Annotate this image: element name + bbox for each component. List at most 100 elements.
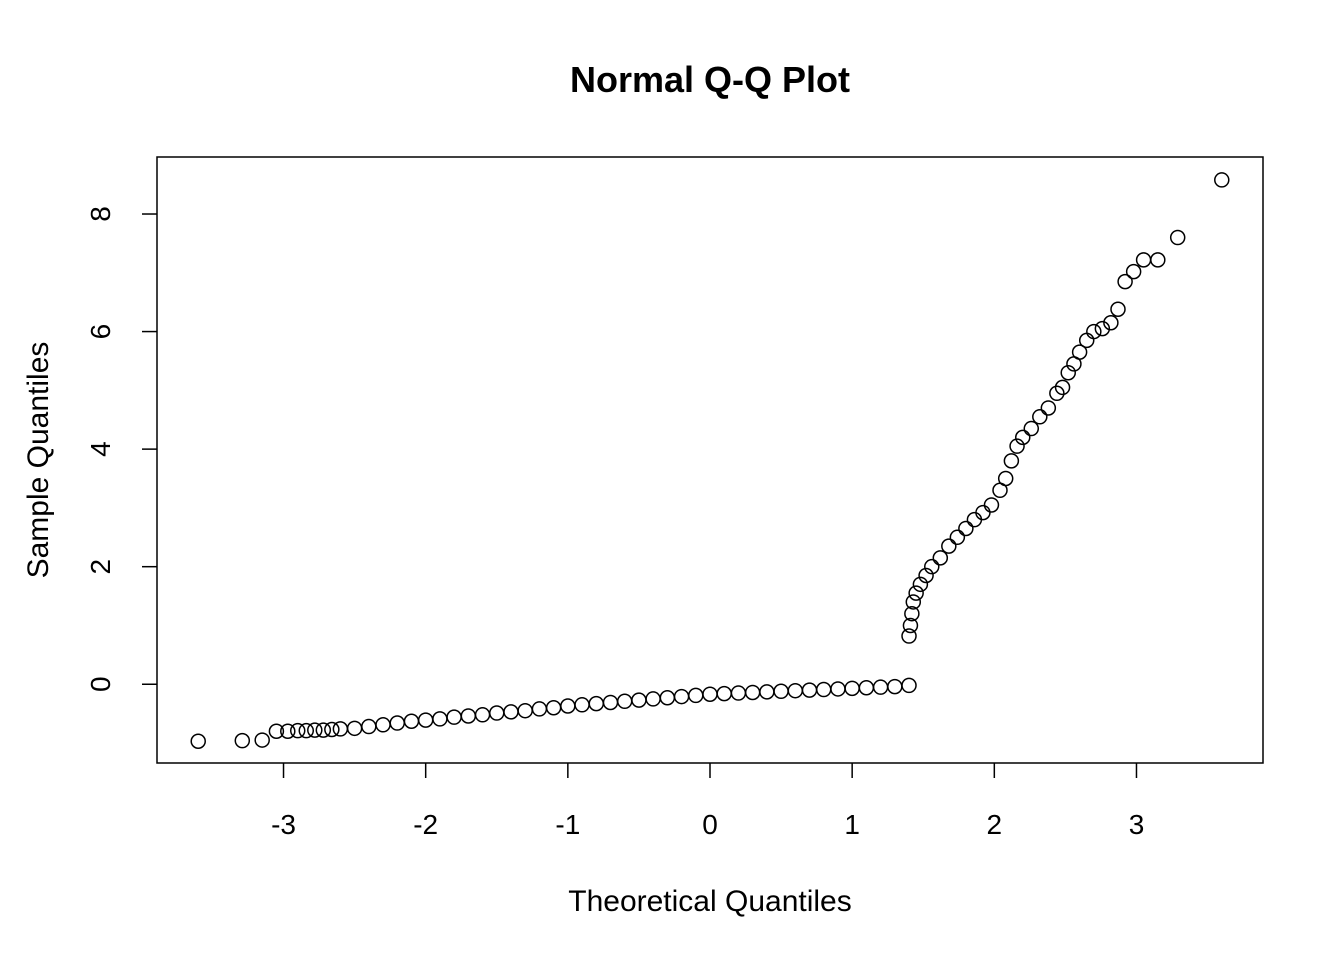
point bbox=[315, 722, 332, 738]
point bbox=[503, 704, 519, 720]
point bbox=[307, 722, 323, 738]
point bbox=[545, 699, 562, 716]
point bbox=[744, 684, 761, 701]
point bbox=[716, 685, 732, 702]
point bbox=[560, 698, 576, 714]
point bbox=[460, 708, 477, 724]
point bbox=[759, 684, 775, 700]
point bbox=[904, 605, 920, 622]
point bbox=[403, 713, 420, 730]
point bbox=[1117, 273, 1133, 290]
point bbox=[332, 721, 349, 737]
point bbox=[1078, 332, 1095, 349]
point bbox=[1023, 420, 1040, 437]
point bbox=[659, 690, 676, 706]
x-tick-label: 0 bbox=[702, 809, 718, 840]
y-tick-label: 4 bbox=[85, 441, 116, 457]
point bbox=[446, 709, 462, 725]
point bbox=[1032, 409, 1048, 425]
x-tick-label: 2 bbox=[987, 809, 1003, 840]
x-tick-label: -3 bbox=[271, 809, 296, 840]
point bbox=[1135, 252, 1152, 268]
point bbox=[1071, 344, 1088, 360]
point bbox=[924, 558, 940, 575]
x-tick-label: -1 bbox=[555, 809, 580, 840]
point bbox=[1015, 429, 1031, 446]
y-tick-label: 6 bbox=[85, 324, 116, 340]
point bbox=[474, 707, 491, 723]
point bbox=[983, 497, 1000, 513]
point bbox=[588, 695, 605, 712]
point bbox=[901, 677, 917, 694]
point bbox=[645, 691, 661, 707]
point bbox=[417, 712, 434, 728]
point bbox=[1150, 252, 1166, 268]
point bbox=[905, 594, 922, 610]
x-axis-label: Theoretical Quantiles bbox=[568, 885, 851, 918]
point bbox=[268, 723, 285, 740]
point bbox=[872, 679, 889, 695]
x-tick-label: 3 bbox=[1129, 809, 1145, 840]
point bbox=[1094, 320, 1111, 337]
point bbox=[1049, 385, 1065, 402]
point bbox=[234, 732, 251, 749]
point bbox=[801, 682, 818, 698]
point bbox=[1169, 229, 1186, 246]
y-tick-label: 2 bbox=[85, 559, 116, 575]
point bbox=[1086, 323, 1102, 340]
point bbox=[1110, 301, 1126, 317]
point bbox=[631, 692, 647, 708]
point bbox=[688, 687, 704, 704]
point bbox=[730, 685, 747, 701]
point bbox=[289, 722, 306, 739]
point bbox=[932, 550, 949, 566]
point bbox=[574, 697, 590, 713]
point bbox=[815, 681, 832, 698]
point bbox=[389, 715, 405, 731]
point bbox=[787, 682, 804, 699]
point bbox=[673, 688, 690, 705]
point bbox=[517, 702, 533, 719]
point bbox=[1060, 364, 1076, 381]
point bbox=[773, 683, 789, 700]
point bbox=[254, 732, 270, 748]
point bbox=[324, 721, 340, 738]
point bbox=[602, 694, 619, 711]
point bbox=[1054, 379, 1071, 396]
point bbox=[616, 693, 633, 710]
point bbox=[887, 678, 903, 695]
point bbox=[997, 470, 1014, 487]
point bbox=[298, 722, 315, 739]
point bbox=[858, 680, 875, 696]
point bbox=[1214, 172, 1230, 188]
point bbox=[918, 567, 934, 584]
y-axis-label: Sample Quantiles bbox=[22, 342, 55, 579]
point bbox=[1103, 315, 1119, 331]
point bbox=[902, 617, 919, 634]
point bbox=[975, 504, 991, 521]
point bbox=[1040, 400, 1057, 416]
point bbox=[966, 511, 983, 528]
point bbox=[375, 717, 391, 733]
point bbox=[190, 733, 206, 750]
point bbox=[830, 681, 846, 697]
y-tick-label: 8 bbox=[85, 206, 116, 222]
point bbox=[702, 686, 718, 702]
point bbox=[901, 628, 917, 644]
point bbox=[908, 585, 924, 601]
point bbox=[958, 520, 974, 537]
point bbox=[489, 705, 505, 721]
x-tick-label: 1 bbox=[844, 809, 860, 840]
point bbox=[361, 718, 377, 735]
point bbox=[1003, 453, 1020, 469]
chart-title: Normal Q-Q Plot bbox=[570, 59, 850, 100]
y-tick-label: 0 bbox=[85, 676, 116, 692]
point bbox=[432, 711, 448, 727]
point bbox=[280, 723, 296, 740]
point bbox=[1125, 263, 1142, 280]
plot-frame bbox=[156, 156, 1264, 764]
point bbox=[949, 529, 966, 546]
x-tick-label: -2 bbox=[413, 809, 438, 840]
